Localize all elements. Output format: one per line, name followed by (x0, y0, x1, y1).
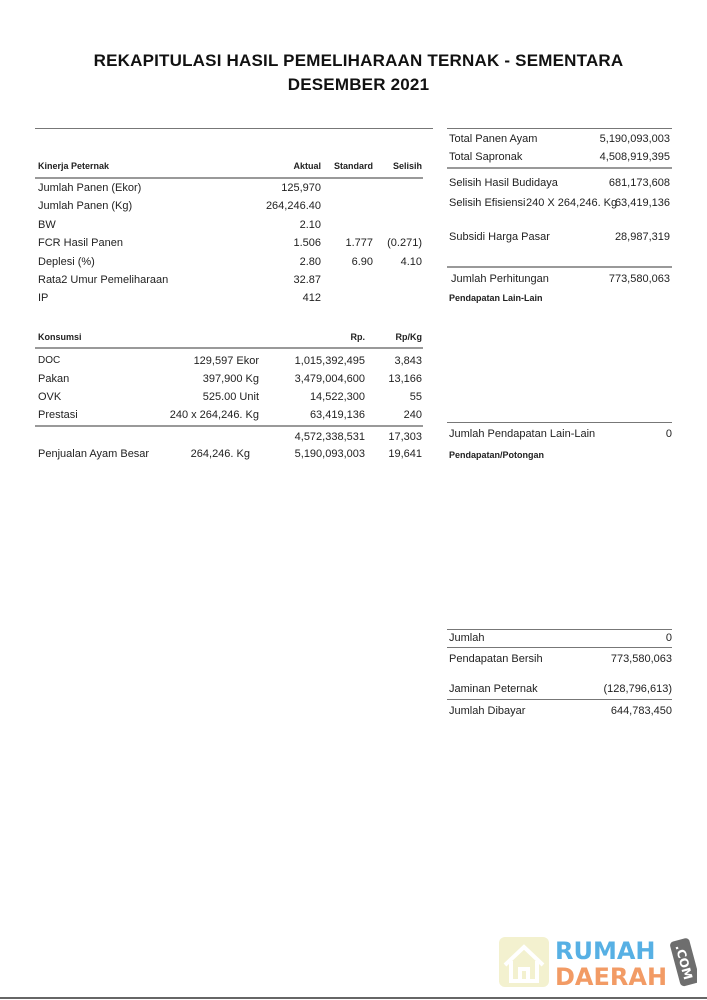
header-kinerja: Kinerja Peternak (38, 161, 110, 171)
page-bottom-edge (0, 997, 707, 999)
pendapatan-bersih-label: Pendapatan Bersih (449, 653, 543, 665)
divider (35, 425, 423, 427)
konsumsi-rp: 3,479,004,600 (294, 373, 365, 385)
penjualan-label: Penjualan Ayam Besar (38, 448, 150, 460)
subsidi-label: Subsidi Harga Pasar (449, 231, 550, 243)
pendapatan-bersih-value: 773,580,063 (610, 653, 672, 665)
penjualan-rpkg: 19,641 (388, 448, 422, 460)
header-rpkg: Rp/Kg (395, 332, 423, 342)
divider (447, 422, 672, 423)
kinerja-label: IP (38, 292, 49, 305)
selisih-hasil-label: Selisih Hasil Budidaya (449, 177, 558, 189)
konsumsi-label: DOC (38, 355, 61, 366)
watermark-logo: RUMAH DAERAH .COM (497, 935, 700, 995)
konsumsi-qty: 397,900 Kg (202, 373, 259, 385)
penjualan-rp: 5,190,093,003 (294, 448, 365, 460)
konsumsi-rp: 14,522,300 (309, 391, 365, 403)
divider (447, 128, 672, 129)
jumlah-pendapatan-lain-value: 0 (665, 428, 672, 440)
konsumsi-rp: 63,419,136 (309, 409, 365, 421)
total-rp: 4,572,338,531 (294, 431, 365, 443)
jumlah-dibayar-label: Jumlah Dibayar (449, 705, 526, 717)
divider (35, 177, 423, 179)
selisih-efisiensi-detail: 240 X 264,246. Kg (526, 197, 618, 209)
header-standard: Standard (333, 161, 373, 171)
aktual-value: 125,970 (281, 182, 321, 194)
total-panen-value: 5,190,093,003 (599, 133, 670, 145)
jumlah-pendapatan-lain-label: Jumlah Pendapatan Lain-Lain (449, 428, 596, 440)
jaminan-value: (128,796,613) (603, 683, 673, 695)
selisih-efisiensi-label: Selisih Efisiensi (449, 197, 526, 209)
aktual-value: 412 (302, 292, 321, 305)
standard-value: 6.90 (351, 255, 373, 268)
total-sapronak-value: 4,508,919,395 (599, 151, 670, 163)
kinerja-label: Deplesi (%) (38, 255, 95, 268)
header-selisih: Selisih (392, 161, 422, 171)
header-aktual: Aktual (293, 161, 321, 171)
total-panen-label: Total Panen Ayam (449, 133, 538, 145)
header-rp: Rp. (350, 332, 366, 342)
jaminan-label: Jaminan Peternak (449, 683, 538, 695)
header-konsumsi: Konsumsi (38, 332, 82, 342)
total-sapronak-label: Total Sapronak (449, 151, 523, 163)
penjualan-qty: 264,246. Kg (190, 448, 250, 460)
konsumsi-label: OVK (38, 391, 62, 403)
divider (35, 128, 433, 129)
document-subtitle: DESEMBER 2021 (287, 75, 430, 94)
konsumsi-qty: 525.00 Unit (202, 391, 259, 403)
konsumsi-rpkg: 3,843 (394, 355, 422, 367)
konsumsi-qty: 240 x 264,246. Kg (169, 409, 259, 421)
kinerja-label: BW (38, 218, 56, 231)
selisih-value: 4.10 (400, 255, 422, 268)
selisih-hasil-value: 681,173,608 (608, 177, 670, 189)
svg-text:RUMAH: RUMAH (555, 937, 656, 965)
svg-text:DAERAH: DAERAH (555, 963, 667, 991)
selisih-value: (0.271) (387, 237, 422, 250)
divider (35, 347, 423, 349)
konsumsi-rp: 1,015,392,495 (294, 355, 365, 367)
jumlah-label: Jumlah (449, 632, 485, 644)
kinerja-label: Jumlah Panen (Kg) (38, 200, 133, 213)
aktual-value: 2.80 (299, 255, 321, 268)
jumlah-perhitungan-label: Jumlah Perhitungan (451, 273, 549, 285)
konsumsi-rpkg: 55 (409, 391, 422, 403)
standard-value: 1.777 (345, 237, 373, 250)
aktual-value: 32.87 (293, 274, 321, 286)
konsumsi-label: Pakan (38, 373, 70, 385)
house-icon: RUMAH DAERAH .COM (499, 937, 700, 991)
potongan-heading: Pendapatan/Potongan (449, 450, 545, 460)
subsidi-value: 28,987,319 (614, 231, 670, 243)
konsumsi-rpkg: 240 (403, 409, 422, 421)
jumlah-value: 0 (665, 632, 672, 644)
aktual-value: 1.506 (293, 237, 321, 250)
divider (447, 167, 672, 169)
kinerja-label: FCR Hasil Panen (38, 237, 123, 250)
divider (447, 266, 672, 268)
divider (447, 647, 672, 648)
kinerja-label: Rata2 Umur Pemeliharaan (38, 274, 169, 286)
aktual-value: 2.10 (299, 218, 321, 231)
document-title: REKAPITULASI HASIL PEMELIHARAAN TERNAK -… (93, 51, 624, 70)
total-rpkg: 17,303 (388, 431, 422, 443)
selisih-efisiensi-value: 63,419,136 (614, 197, 670, 209)
jumlah-perhitungan-value: 773,580,063 (608, 273, 670, 285)
konsumsi-qty: 129,597 Ekor (193, 355, 259, 367)
aktual-value: 264,246.40 (265, 200, 321, 213)
kinerja-label: Jumlah Panen (Ekor) (38, 182, 142, 194)
konsumsi-label: Prestasi (38, 409, 78, 421)
divider (447, 629, 672, 630)
pendapatan-lain-heading: Pendapatan Lain-Lain (449, 293, 543, 303)
jumlah-dibayar-value: 644,783,450 (610, 705, 672, 717)
konsumsi-rpkg: 13,166 (388, 373, 422, 385)
divider (447, 699, 672, 700)
